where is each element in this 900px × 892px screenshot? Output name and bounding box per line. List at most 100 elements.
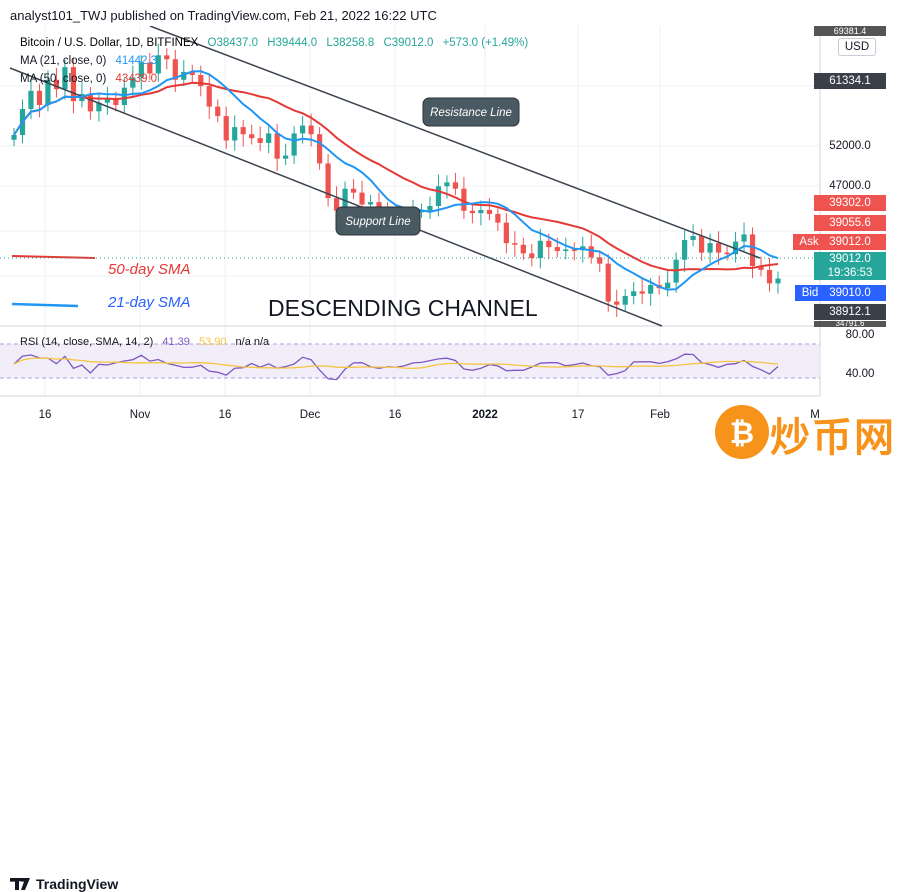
price-chart[interactable]: Resistance Line Support Line 50-day SMA … — [0, 26, 900, 436]
time-label-7: Feb — [650, 409, 670, 421]
candle-body — [435, 186, 442, 207]
candle-body — [317, 134, 323, 164]
sma21-label: 21-day SMA — [107, 294, 191, 311]
candle-body — [291, 133, 297, 156]
candle-body — [758, 266, 764, 270]
candle-body — [724, 252, 730, 255]
rsi-value-1: 41.39 — [162, 336, 190, 348]
publisher-line: analyst101_TWJ published on TradingView.… — [10, 8, 437, 23]
candle-body — [147, 62, 153, 74]
price-top-partial: 69381.4 — [814, 26, 886, 36]
svg-text:MA (21, close, 0) 41442.3: MA (21, close, 0) 41442.3 — [20, 55, 157, 67]
candle-body — [266, 133, 272, 143]
candle-body — [469, 210, 475, 214]
candle-body — [648, 284, 654, 294]
candle-body — [232, 127, 238, 141]
time-axis: 16 Nov 16 Dec 16 2022 17 Feb M — [39, 409, 820, 421]
support-callout: Support Line — [335, 206, 421, 236]
price-label-38912: 38912.1 — [814, 304, 886, 320]
bitcoin-icon — [715, 405, 769, 459]
candle-body — [571, 249, 577, 251]
support-label: Support Line — [345, 216, 410, 228]
candle-body — [682, 239, 688, 260]
candle-body — [223, 116, 229, 141]
resistance-line — [149, 26, 761, 259]
candle-body — [444, 182, 450, 187]
time-label-1: Nov — [130, 409, 151, 421]
time-label-5: 2022 — [472, 409, 498, 421]
watermark-text: 炒币网 — [770, 415, 896, 461]
candle-body — [249, 134, 255, 139]
tradingview-logo[interactable]: TradingView — [10, 876, 118, 892]
currency-button[interactable]: USD — [838, 38, 876, 56]
time-label-8: M — [810, 409, 820, 421]
rsi-axis-40: 40.00 — [846, 368, 875, 380]
candle-body — [274, 133, 280, 159]
candle-body — [283, 155, 289, 159]
candle-body — [155, 55, 161, 74]
watermark: ₿ — [715, 405, 769, 459]
candle-body — [11, 135, 17, 140]
candle-body — [172, 59, 178, 80]
candle-body — [240, 127, 246, 135]
tradingview-mark-icon — [10, 878, 30, 890]
tradingview-brand: TradingView — [36, 876, 119, 892]
candle-body — [461, 188, 467, 211]
candle-body — [181, 71, 187, 80]
candle-body — [418, 210, 425, 213]
candle-body — [70, 67, 77, 102]
candle-body — [104, 98, 110, 103]
candle-body — [546, 240, 552, 248]
candle-body — [121, 87, 127, 106]
price-label-52000: 52000.0 — [829, 140, 871, 152]
rsi-na: n/a n/a — [236, 336, 271, 348]
candle-body — [257, 138, 263, 143]
candle-body — [588, 246, 594, 258]
candle-body — [206, 86, 212, 107]
svg-text:MA (50, close, 0) 43439.0: MA (50, close, 0) 43439.0 — [20, 73, 157, 85]
ma21-legend-label: MA (21, close, 0) — [20, 55, 106, 67]
svg-text:RSI (14, close, SMA, 14, 2): RSI (14, close, SMA, 14, 2) 41.39 53.90 … — [20, 336, 270, 348]
candle-body — [28, 90, 34, 109]
ma21-line — [13, 70, 779, 291]
candle-body — [308, 125, 314, 135]
rsi-band — [0, 344, 820, 378]
rsi-axis-80: 80.00 — [846, 329, 875, 341]
rsi-value-2: 53.90 — [199, 336, 227, 348]
ma50-legend-label: MA (50, close, 0) — [20, 73, 106, 85]
bid-tag: Bid — [795, 285, 825, 301]
candle-body — [215, 106, 221, 117]
time-label-4: 16 — [389, 409, 402, 421]
candle-body — [452, 182, 459, 189]
ask-price: 39012.0 — [814, 234, 886, 250]
candle-body — [665, 282, 671, 289]
candle-body — [325, 163, 331, 199]
candle-body — [597, 257, 603, 264]
price-bottom-partial: 34791.6 — [814, 321, 886, 327]
candle-body — [367, 202, 374, 205]
candle-body — [198, 75, 204, 87]
svg-text:Bitcoin / U.S. Dollar, 1D, BIT: Bitcoin / U.S. Dollar, 1D, BITFINEX O384… — [20, 37, 528, 49]
time-label-6: 17 — [572, 409, 585, 421]
resistance-label: Resistance Line — [430, 107, 512, 119]
time-label-3: Dec — [300, 409, 321, 421]
candle-body — [486, 209, 492, 214]
candle-body — [690, 236, 696, 240]
candle-body — [512, 243, 518, 245]
candle-body — [359, 192, 365, 205]
support-line — [9, 67, 663, 327]
last-price: 39012.0 — [814, 252, 886, 266]
candle-body — [563, 249, 569, 252]
candle-body — [529, 253, 535, 259]
price-label-61334: 61334.1 — [814, 73, 886, 89]
candle-body — [537, 240, 543, 259]
candle-body — [350, 188, 357, 193]
candle-body — [520, 244, 526, 254]
sma21-swatch — [11, 302, 79, 308]
symbol-name: Bitcoin / U.S. Dollar, 1D, BITFINEX — [20, 37, 199, 49]
candle-body — [333, 198, 340, 211]
candle-body — [699, 236, 705, 253]
candle-body — [138, 62, 144, 78]
candle-body — [36, 90, 43, 106]
top-bar: analyst101_TWJ published on TradingView.… — [0, 0, 900, 30]
